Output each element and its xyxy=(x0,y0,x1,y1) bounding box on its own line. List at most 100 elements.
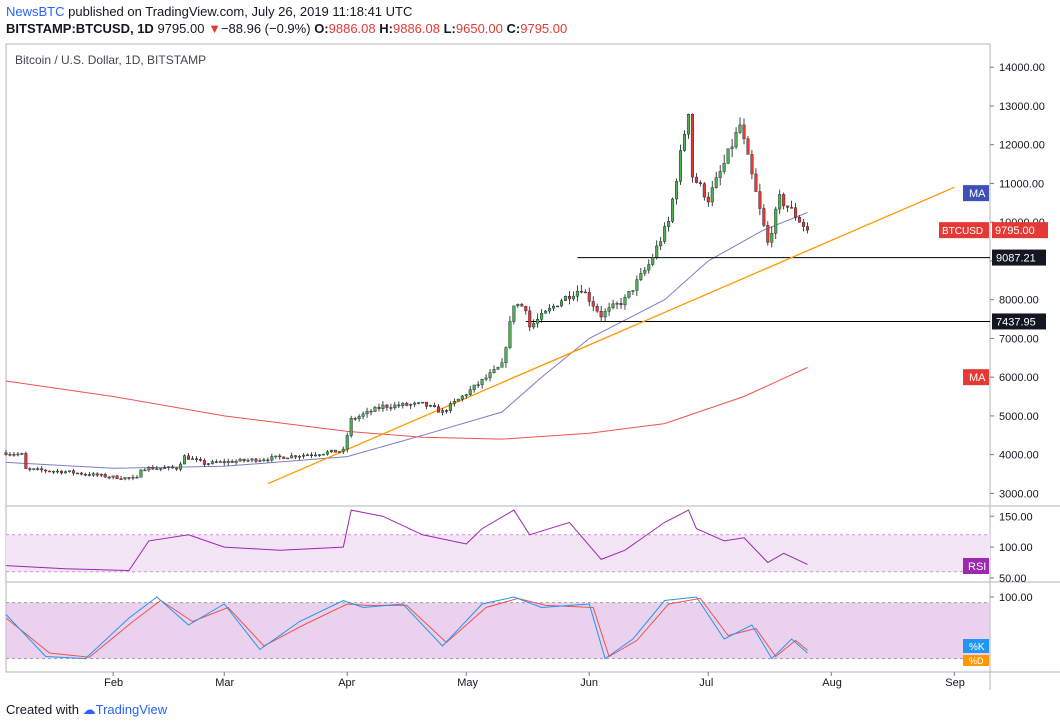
candle-body xyxy=(83,474,87,476)
open-value: 9886.08 xyxy=(328,21,376,36)
candle xyxy=(377,403,381,412)
candle-body xyxy=(24,453,28,469)
candle-body xyxy=(496,367,500,370)
candle xyxy=(504,346,508,368)
candle xyxy=(496,366,500,370)
candle-body xyxy=(738,124,742,133)
candle-body xyxy=(12,454,16,456)
candle xyxy=(766,221,770,246)
open-label: O: xyxy=(314,21,329,36)
candle-body xyxy=(48,470,52,473)
candle-body xyxy=(730,146,734,149)
rsi-band xyxy=(6,534,990,572)
candle-body xyxy=(32,468,36,470)
candle xyxy=(306,453,310,457)
candle xyxy=(405,401,409,407)
candle-body xyxy=(325,451,329,455)
candle-body xyxy=(444,410,448,412)
candle-body xyxy=(540,313,544,320)
candle-body xyxy=(214,461,218,463)
candle xyxy=(484,374,488,382)
ma-slow-tag xyxy=(963,369,989,386)
candle xyxy=(325,450,329,456)
candle-body xyxy=(413,402,417,405)
candle-body xyxy=(794,207,798,218)
candle-body xyxy=(242,458,246,461)
level-price-tag xyxy=(992,313,1046,330)
ma-fast-line xyxy=(5,212,808,469)
candle xyxy=(246,458,250,463)
candle xyxy=(567,291,571,305)
candle-body xyxy=(8,454,12,456)
candle xyxy=(135,475,139,479)
candle xyxy=(631,290,635,295)
candle-body xyxy=(591,301,595,307)
candle-body xyxy=(754,173,758,192)
candle-body xyxy=(456,398,460,402)
candle-body xyxy=(679,150,683,182)
candle xyxy=(655,240,659,260)
candle xyxy=(64,470,68,474)
publisher-name[interactable]: NewsBTC xyxy=(6,4,65,19)
candle xyxy=(341,446,345,454)
candle xyxy=(95,472,99,478)
candle-body xyxy=(599,310,603,318)
candle-body xyxy=(472,384,476,390)
candle xyxy=(548,304,552,314)
price-change: −88.96 (−0.9%) xyxy=(220,21,311,36)
candle xyxy=(472,384,476,393)
tradingview-brand[interactable]: TradingView xyxy=(95,702,168,717)
symbol-tag-label: BTCUSD xyxy=(942,226,983,237)
candle-body xyxy=(710,187,714,203)
candle xyxy=(163,465,167,469)
candle-body xyxy=(143,469,147,472)
candle xyxy=(389,403,393,412)
time-axis-label: Jun xyxy=(580,677,598,689)
candle-body xyxy=(230,461,234,463)
candle-body xyxy=(667,221,671,227)
candle xyxy=(516,303,520,308)
candle xyxy=(71,468,75,476)
candle-body xyxy=(282,456,286,459)
candle-body xyxy=(468,389,472,395)
candle xyxy=(226,458,230,466)
candle xyxy=(433,402,437,408)
candle-body xyxy=(571,296,575,300)
candle-body xyxy=(782,194,786,207)
candle xyxy=(448,401,452,414)
ohlc-header: BITSTAMP:BTCUSD, 1D 9795.00 ▼−88.96 (−0.… xyxy=(6,21,567,36)
candle xyxy=(559,298,563,308)
candle xyxy=(393,402,397,411)
candle-body xyxy=(139,469,143,478)
candle-body xyxy=(675,181,679,200)
candle xyxy=(647,259,651,274)
candle xyxy=(444,409,448,414)
candle xyxy=(111,475,115,480)
candle-body xyxy=(802,221,806,227)
candle-body xyxy=(16,453,20,456)
candle xyxy=(786,205,790,212)
candle xyxy=(210,459,214,465)
candle-body xyxy=(206,463,210,465)
candle-body xyxy=(611,303,615,308)
level-price-label: 9087.21 xyxy=(996,253,1036,265)
candle xyxy=(349,415,353,438)
candle xyxy=(734,127,738,150)
candle xyxy=(115,474,119,480)
candle-body xyxy=(516,304,520,307)
candle-body xyxy=(171,466,175,469)
candle-body xyxy=(107,476,111,479)
candle-body xyxy=(750,154,754,175)
candle xyxy=(40,466,44,473)
time-axis-label: Mar xyxy=(215,677,234,689)
candle xyxy=(802,218,806,232)
stoch-k-tag-label: %K xyxy=(969,642,985,653)
candle-body xyxy=(302,454,306,457)
candle-body xyxy=(579,290,583,293)
candle xyxy=(528,306,532,332)
candle-body xyxy=(492,369,496,373)
candle-body xyxy=(702,183,706,198)
candle-body xyxy=(210,461,214,464)
candle-body xyxy=(595,306,599,312)
